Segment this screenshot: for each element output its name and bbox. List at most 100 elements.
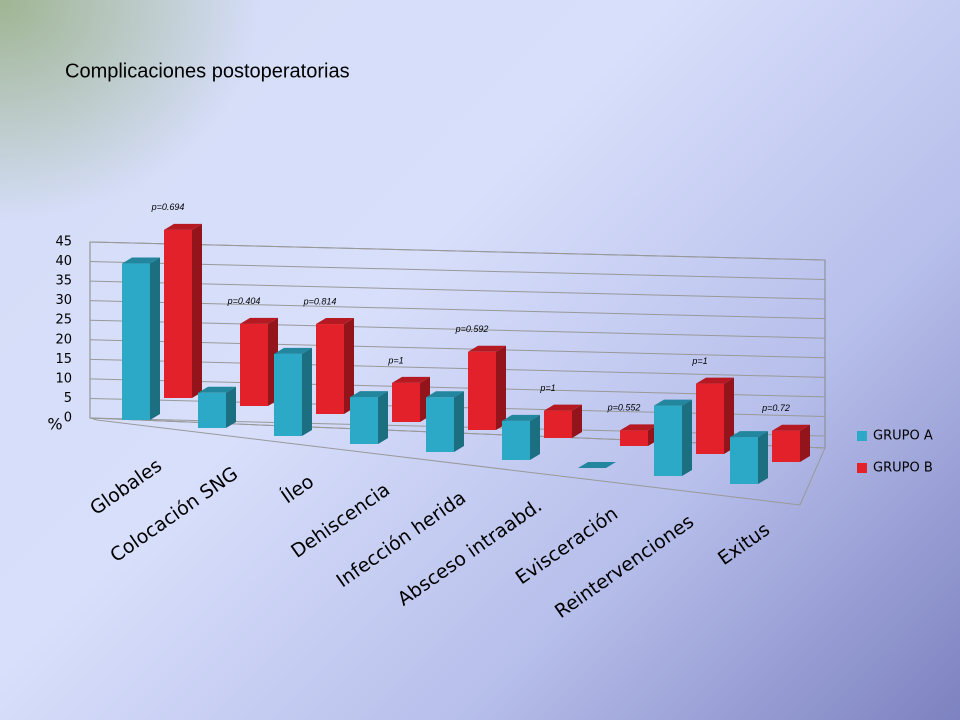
floor [89, 417, 826, 506]
y-tick-label: 40 [55, 254, 72, 269]
y-tick-label: 5 [64, 391, 72, 406]
bar-front [122, 263, 150, 420]
bar-top [274, 347, 312, 354]
bar-side [758, 431, 768, 484]
bar-front [620, 430, 648, 446]
bar-top [426, 391, 464, 398]
bar-front [198, 392, 226, 428]
annotation: p=0.814 [303, 296, 337, 306]
x-tick-label: Exitus [714, 519, 774, 570]
legend-swatch [857, 431, 867, 441]
annotation: p=1 [387, 355, 403, 365]
annotation: p=0.592 [455, 324, 489, 334]
bar [730, 431, 768, 484]
bar-front [426, 397, 454, 452]
bar-front [730, 437, 758, 484]
annotation: p=0.552 [607, 403, 641, 413]
bar [392, 376, 430, 422]
bar-top [654, 399, 692, 406]
y-tick-label: 30 [55, 293, 72, 308]
bar-front [240, 323, 268, 406]
bar-top [578, 462, 616, 468]
chart-title: Complicaciones postoperatorias [65, 60, 350, 82]
bar [426, 391, 464, 452]
bar [316, 318, 354, 414]
bar-side [724, 377, 734, 454]
legend-swatch [857, 463, 867, 473]
bar-top [620, 424, 658, 431]
bar-top [350, 391, 388, 398]
y-tick-label: 10 [55, 371, 72, 386]
bar-side [226, 386, 236, 428]
grid-line [89, 339, 826, 359]
grid-line [89, 280, 826, 300]
y-tick-label: 45 [55, 235, 72, 250]
bar-front [654, 405, 682, 476]
bar-top [730, 431, 768, 438]
bar-side [454, 391, 464, 452]
bar-top [392, 376, 430, 383]
bar-front [544, 410, 572, 438]
bar [654, 399, 692, 476]
bar-front [350, 397, 378, 444]
bar-side [150, 257, 160, 420]
bar [578, 462, 616, 469]
bar [696, 377, 734, 454]
bar-front [468, 351, 496, 430]
bar [198, 386, 236, 428]
bar [240, 317, 278, 406]
legend-label: GRUPO B [873, 461, 933, 476]
grid-line [89, 358, 826, 378]
bar-front [772, 430, 800, 462]
annotation: p=1 [691, 356, 707, 366]
bar-front [696, 383, 724, 454]
legend-label: GRUPO A [873, 429, 933, 444]
bar [544, 404, 582, 438]
annotation: p=0.404 [227, 296, 261, 306]
bar-side [682, 399, 692, 476]
y-tick-label: 25 [55, 313, 72, 328]
grid-line [89, 241, 826, 261]
bar-top [316, 318, 354, 325]
bar [468, 345, 506, 430]
annotation: p=0.694 [151, 202, 185, 212]
bar-front [502, 420, 530, 460]
y-tick-label: 20 [55, 332, 72, 347]
bar-side [496, 345, 506, 430]
bar [122, 257, 160, 420]
bar-top [240, 317, 278, 324]
bar-top [772, 424, 810, 431]
grid-line [89, 261, 826, 281]
bar [502, 414, 540, 460]
bar-top [164, 223, 202, 230]
bar-front [392, 382, 420, 422]
y-tick-label: 35 [55, 274, 72, 289]
bar-front [316, 324, 344, 414]
grid-line [89, 300, 826, 320]
bar-top [544, 404, 582, 411]
bar [620, 424, 658, 446]
bar-side [530, 414, 540, 460]
bar-front [274, 353, 302, 436]
bar-side [800, 424, 810, 462]
annotation: p=1 [539, 383, 555, 393]
bar-side [378, 391, 388, 444]
grid-line [89, 319, 826, 339]
y-axis-label: % [47, 415, 62, 434]
bar-top [502, 414, 540, 421]
bar [164, 223, 202, 398]
bar [274, 347, 312, 436]
x-tick-label: Íleo [277, 470, 318, 508]
bar-top [122, 257, 160, 264]
bar-top [696, 377, 734, 384]
bar-side [344, 318, 354, 414]
y-tick-label: 0 [64, 411, 72, 426]
bar-top [468, 345, 506, 352]
bar-side [192, 223, 202, 398]
x-tick-label: Absceso intraabd. [394, 495, 546, 611]
bar [772, 424, 810, 462]
bar-side [302, 347, 312, 436]
y-tick-label: 15 [55, 352, 72, 367]
